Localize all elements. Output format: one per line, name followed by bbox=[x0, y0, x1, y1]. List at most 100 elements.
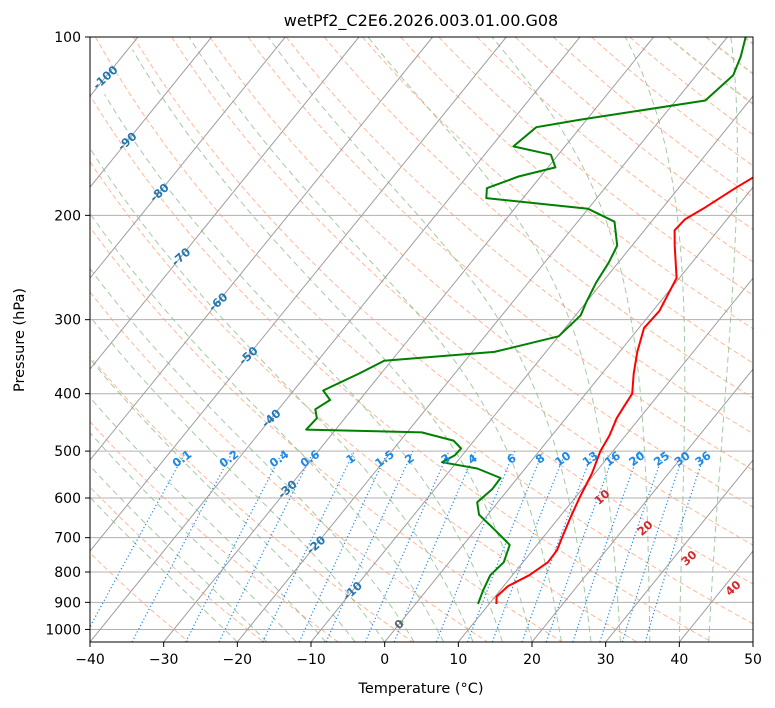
dry-adiabat bbox=[171, 37, 753, 546]
y-tick-label: 800 bbox=[54, 565, 81, 581]
mixing-ratio-line bbox=[218, 450, 315, 642]
x-tick-label: −10 bbox=[296, 652, 326, 668]
mixing-ratio-line bbox=[364, 450, 450, 642]
temperature-profile bbox=[495, 176, 753, 605]
x-tick-label: 30 bbox=[597, 652, 615, 668]
x-tick-label: −30 bbox=[149, 652, 179, 668]
dry-adiabats bbox=[90, 37, 753, 642]
isotherm-line bbox=[236, 37, 728, 642]
dry-adiabat bbox=[133, 37, 753, 585]
moist-adiabat bbox=[267, 37, 592, 642]
dry-adiabat bbox=[90, 160, 638, 642]
x-axis-label: Temperature (°C) bbox=[357, 681, 483, 697]
moist-adiabat bbox=[90, 496, 238, 642]
moist-adiabat bbox=[624, 37, 686, 642]
x-tick-label: 10 bbox=[449, 652, 467, 668]
isotherm-line bbox=[90, 37, 286, 279]
mixing-ratio-line bbox=[185, 450, 284, 642]
isotherms bbox=[0, 37, 753, 642]
isotherm-line bbox=[90, 37, 507, 552]
mixing-ratio-label: 0.4 bbox=[267, 447, 292, 470]
x-tick-label: −20 bbox=[223, 652, 253, 668]
isotherm-label: -70 bbox=[169, 245, 194, 269]
chart-title: wetPf2_C2E6.2026.003.01.00.G08 bbox=[284, 11, 558, 31]
y-tick-label: 400 bbox=[54, 387, 81, 403]
moist-adiabat bbox=[708, 37, 738, 642]
y-tick-label: 1000 bbox=[45, 622, 81, 638]
dry-adiabat bbox=[476, 37, 753, 263]
mixing-ratio-line bbox=[325, 450, 414, 642]
dry-adiabat bbox=[552, 37, 753, 198]
dry-adiabat bbox=[90, 356, 414, 642]
mixing-ratio-line bbox=[435, 450, 516, 642]
mixing-ratio-label: 4 bbox=[465, 451, 480, 467]
x-tick-label: 0 bbox=[380, 652, 389, 668]
dry-adiabat bbox=[743, 37, 753, 45]
y-tick-label: 200 bbox=[54, 208, 81, 224]
y-tick-label: 900 bbox=[54, 595, 81, 611]
dewpoint-profile bbox=[305, 37, 747, 605]
pressure-gridlines bbox=[90, 37, 753, 630]
isotherm-label: -90 bbox=[115, 129, 140, 153]
isotherm-label: -50 bbox=[236, 343, 261, 367]
moist-adiabat bbox=[367, 37, 621, 642]
isotherm-line bbox=[90, 37, 581, 642]
x-tick-label: 20 bbox=[523, 652, 541, 668]
isotherm-label: -20 bbox=[304, 533, 329, 557]
isotherm-line bbox=[0, 37, 64, 642]
mixing-ratio-line bbox=[262, 450, 355, 642]
dry-adiabat bbox=[438, 37, 753, 296]
axes-frame bbox=[89, 36, 754, 643]
y-tick-label: 300 bbox=[54, 313, 81, 329]
mixing-ratio-label: 1 bbox=[343, 451, 358, 467]
y-axis-ticks: 100 200 300 400 500 600 700 800 900 1000 bbox=[45, 30, 90, 638]
mixing-ratio-line bbox=[466, 450, 544, 642]
mixing-ratio-label: 2 bbox=[402, 451, 417, 467]
x-axis-ticks: −40 −30 −20 −10 0 10 20 30 40 50 bbox=[75, 642, 762, 668]
dry-adiabat bbox=[324, 37, 753, 399]
isotherm-label: -80 bbox=[147, 180, 172, 204]
sounding-series bbox=[305, 37, 753, 605]
dry-adiabat bbox=[591, 37, 753, 167]
isotherm-line bbox=[310, 95, 753, 642]
y-tick-label: 600 bbox=[54, 491, 81, 507]
mixing-ratio-line bbox=[599, 450, 665, 642]
x-tick-label: 40 bbox=[670, 652, 688, 668]
dry-adiabat bbox=[90, 291, 488, 642]
dry-adiabat bbox=[90, 552, 190, 642]
isotherm-line bbox=[90, 37, 433, 461]
mixing-ratio-line bbox=[298, 450, 389, 642]
moist-adiabat bbox=[90, 396, 327, 642]
isotherm-label: 40 bbox=[722, 577, 743, 598]
isotherm-line bbox=[752, 641, 753, 642]
dry-adiabat bbox=[285, 37, 753, 435]
isotherm-line bbox=[531, 368, 753, 642]
isotherm-line bbox=[163, 37, 654, 642]
isotherm-line bbox=[90, 37, 360, 370]
moist-adiabat bbox=[131, 49, 533, 642]
isotherm-label: 20 bbox=[634, 517, 655, 538]
mixing-ratio-label: 8 bbox=[533, 451, 548, 467]
mixing-ratio-line bbox=[521, 450, 594, 642]
isotherm-label: -100 bbox=[90, 63, 121, 93]
y-tick-label: 100 bbox=[54, 30, 81, 46]
x-tick-label: −40 bbox=[75, 652, 105, 668]
y-axis-label: Pressure (hPa) bbox=[12, 288, 28, 392]
y-tick-label: 700 bbox=[54, 531, 81, 547]
dry-adiabat bbox=[667, 37, 753, 106]
mixing-ratio-line bbox=[90, 450, 187, 629]
y-tick-label: 500 bbox=[54, 444, 81, 460]
isotherm-label: -40 bbox=[259, 406, 284, 430]
mixing-ratio-lines bbox=[90, 450, 707, 642]
isotherm-label: -60 bbox=[206, 290, 231, 314]
plot-area: 0.1 0.2 0.4 0.6 1 1.5 2 3 4 6 8 10 13 16 20 25 30 36-100-… bbox=[0, 37, 753, 642]
moist-adiabat bbox=[90, 358, 356, 642]
x-tick-label: 50 bbox=[744, 652, 762, 668]
moist-adiabat bbox=[491, 37, 651, 642]
mixing-ratio-line bbox=[644, 450, 707, 642]
isotherm-label: 10 bbox=[591, 486, 612, 507]
mixing-ratio-label: 6 bbox=[504, 451, 519, 467]
moist-adiabat bbox=[90, 212, 445, 642]
dry-adiabat bbox=[94, 37, 753, 625]
